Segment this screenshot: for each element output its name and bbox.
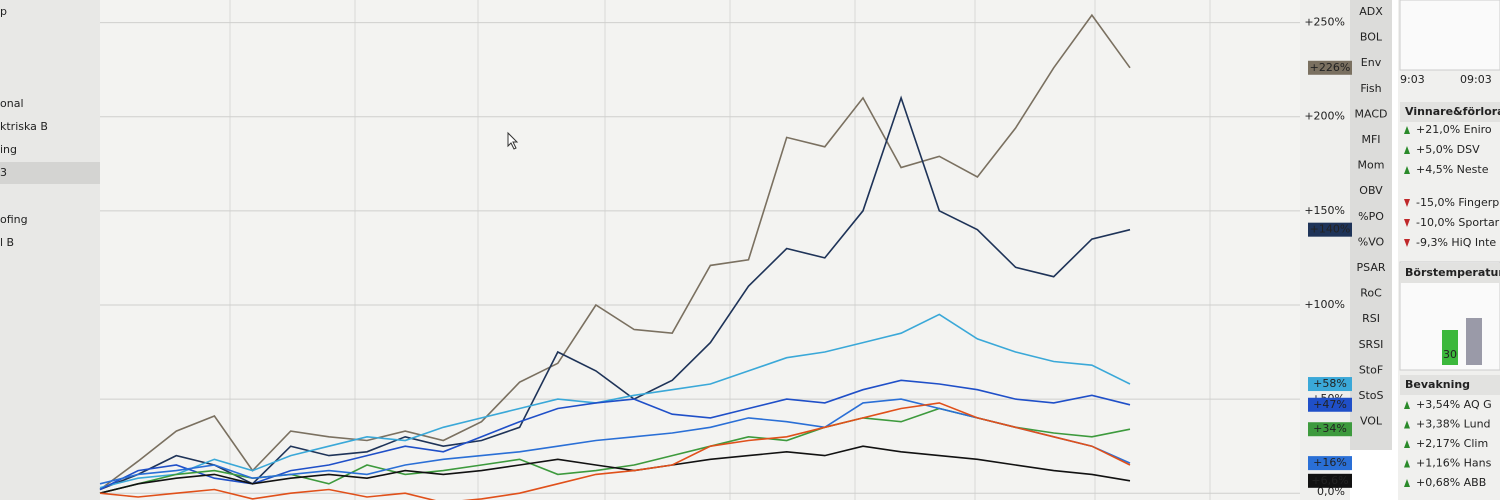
end-tag (1308, 377, 1352, 392)
indicator-button[interactable]: MFI (1361, 133, 1380, 146)
end-tag-label: +47% (1313, 398, 1347, 411)
indicator-button[interactable]: SRSI (1359, 338, 1384, 351)
down-arrow (1404, 219, 1410, 227)
up-arrow (1404, 479, 1410, 487)
temp-bar (1442, 330, 1458, 365)
end-tag (1308, 422, 1352, 437)
loser: -9,3% HiQ Inte (1416, 236, 1496, 249)
series-line (99, 95, 1131, 491)
indicator-button[interactable]: VOL (1360, 415, 1383, 428)
panel-header (1400, 263, 1500, 283)
sidebar-selected (0, 162, 100, 184)
y-tick-label: +150% (1304, 204, 1345, 217)
indicator-button[interactable]: StoF (1359, 363, 1383, 376)
indicator-button[interactable]: OBV (1359, 184, 1383, 197)
sidebar-item: l B (0, 236, 14, 249)
series-line (99, 379, 1131, 491)
indicator-button[interactable]: Mom (1358, 159, 1385, 172)
y-tick-label: +250% (1304, 16, 1345, 29)
watch-item: +3,54% AQ G (1416, 398, 1492, 411)
sidebar-item: ofing (0, 213, 28, 226)
y-tick-label: 0,0% (1317, 485, 1345, 498)
panel-title: Bevakning (1405, 378, 1470, 391)
watch-item: +3,38% Lund (1416, 418, 1491, 431)
sidebar-item: p (0, 5, 7, 18)
gainer: +21,0% Eniro (1416, 123, 1492, 136)
up-arrow (1404, 459, 1410, 468)
temp-label: 30 (1443, 348, 1457, 361)
end-tag-label: +58% (1313, 377, 1347, 390)
panel-header (1400, 102, 1500, 122)
series-line (99, 445, 1131, 494)
gainer: +4,5% Neste (1416, 163, 1489, 176)
end-tag (1308, 456, 1352, 471)
sidebar (0, 0, 100, 500)
up-arrow (1404, 420, 1410, 429)
y-tick-label: +200% (1304, 110, 1345, 123)
indicator-button[interactable]: Fish (1360, 82, 1381, 95)
end-tag-label: +226% (1310, 61, 1351, 74)
indicator-button[interactable]: BOL (1360, 31, 1383, 44)
series-line (99, 313, 1131, 489)
loser: -10,0% Sportar (1416, 216, 1500, 229)
series-line (99, 402, 1131, 504)
panel-header (1400, 375, 1500, 395)
end-tag-label: +140% (1310, 223, 1351, 236)
indicator-button[interactable]: RoC (1360, 287, 1382, 300)
up-arrow (1404, 401, 1410, 409)
y-tick-label: +100% (1304, 298, 1345, 311)
right-panel (1398, 0, 1500, 500)
up-arrow (1404, 166, 1410, 174)
sidebar-item: ktriska B (0, 120, 48, 133)
sidebar-item: ing (0, 143, 17, 156)
time-label: 9:03 (1400, 73, 1425, 86)
panel-title: Vinnare&förlorar (1405, 105, 1500, 118)
mini-chart (1399, 0, 1500, 71)
end-tag (1308, 222, 1352, 237)
down-arrow (1404, 199, 1410, 207)
sidebar-item: 3 (0, 166, 7, 179)
indicator-button[interactable]: Env (1361, 56, 1382, 69)
down-arrow (1404, 239, 1410, 247)
indicator-column (1350, 0, 1392, 450)
up-arrow (1404, 440, 1410, 448)
sidebar-item: onal (0, 97, 24, 110)
panel-title: Börstemperatur (1405, 266, 1500, 279)
series-line (99, 13, 1131, 491)
indicator-button[interactable]: MACD (1355, 107, 1388, 120)
up-arrow (1404, 146, 1410, 154)
chart-area (100, 0, 1300, 500)
indicator-button[interactable]: %PO (1358, 210, 1384, 223)
up-arrow (1404, 126, 1410, 134)
gainer: +5,0% DSV (1416, 143, 1480, 156)
watch-item: +0,68% ABB (1416, 476, 1486, 489)
axis-area (1300, 0, 1350, 500)
loser: -15,0% Fingerp (1416, 196, 1499, 209)
indicator-button[interactable]: StoS (1358, 389, 1383, 402)
end-tag (1308, 397, 1352, 412)
end-tag (1308, 60, 1352, 75)
end-tag-label: +6,6% (1311, 474, 1348, 487)
watch-item: +2,17% Clim (1416, 437, 1488, 450)
end-tag-label: +34% (1313, 422, 1347, 435)
cursor (507, 131, 519, 150)
watch-item: +1,16% Hans (1416, 457, 1492, 470)
end-tag (1308, 473, 1352, 488)
indicator-button[interactable]: %VO (1358, 235, 1385, 248)
end-tag-label: +16% (1313, 456, 1347, 469)
indicator-button[interactable]: PSAR (1357, 261, 1386, 274)
indicator-button[interactable]: RSI (1362, 312, 1380, 325)
series-line (99, 398, 1131, 485)
temp-bar (1466, 318, 1482, 365)
indicator-button[interactable]: ADX (1359, 5, 1383, 18)
time-label: 09:03 (1460, 73, 1492, 86)
